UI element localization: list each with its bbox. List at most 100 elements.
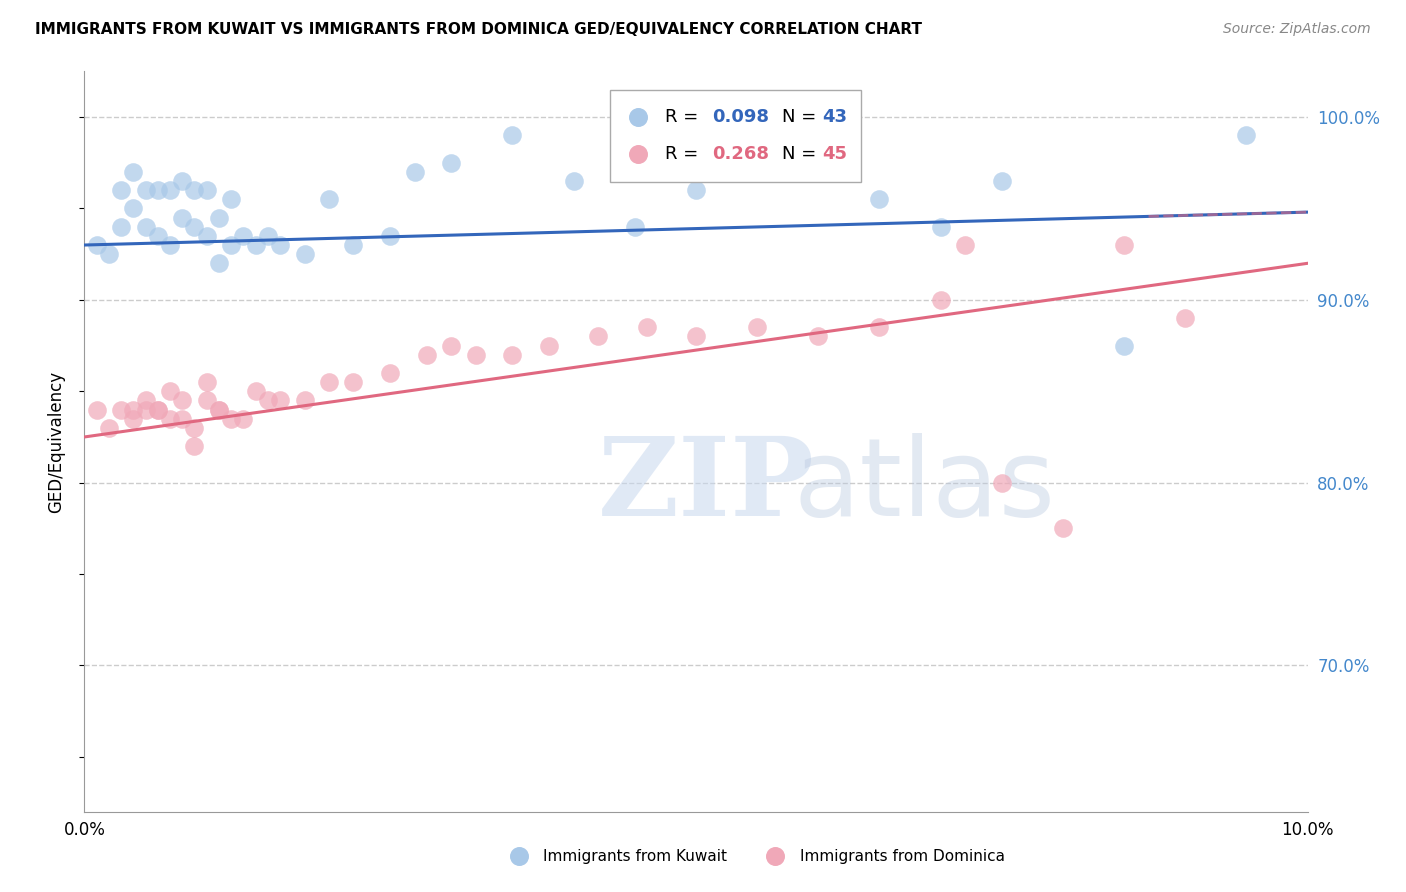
Point [1052,521,1074,535]
Point [146,183,169,197]
Point [159,183,181,197]
Point [624,219,647,234]
Point [219,192,242,206]
Point [685,329,707,343]
Point [953,238,976,252]
Text: N =: N = [782,145,821,163]
Point [342,375,364,389]
Text: IMMIGRANTS FROM KUWAIT VS IMMIGRANTS FROM DOMINICA GED/EQUIVALENCY CORRELATION C: IMMIGRANTS FROM KUWAIT VS IMMIGRANTS FRO… [35,22,922,37]
Point [991,475,1014,490]
Point [245,238,267,252]
Point [404,165,426,179]
Point [146,228,169,243]
Point [86,402,108,417]
Point [97,247,120,261]
FancyBboxPatch shape [610,90,860,183]
Point [232,228,254,243]
Point [219,238,242,252]
Point [269,238,291,252]
Point [318,375,340,389]
Point [257,228,280,243]
Point [135,393,157,408]
Point [208,402,231,417]
Point [122,202,145,216]
Text: 43: 43 [823,108,846,127]
Point [146,402,169,417]
Point [135,402,157,417]
Point [110,219,132,234]
Point [440,338,463,352]
Point [146,402,169,417]
Point [991,174,1014,188]
Point [208,211,231,225]
Text: 0.098: 0.098 [711,108,769,127]
Text: Immigrants from Kuwait: Immigrants from Kuwait [543,848,727,863]
Point [318,192,340,206]
Point [122,165,145,179]
Point [135,183,157,197]
Point [232,411,254,425]
Point [183,183,205,197]
Point [747,155,769,169]
Point [440,155,463,169]
Point [122,402,145,417]
Point [342,238,364,252]
Point [502,128,524,143]
Point [172,411,194,425]
Point [380,366,402,380]
Point [538,338,561,352]
Point [269,393,291,408]
Y-axis label: GED/Equivalency: GED/Equivalency [48,370,66,513]
Text: 45: 45 [823,145,846,163]
Point [110,402,132,417]
Point [219,411,242,425]
Text: R =: R = [665,108,704,127]
Text: ZIP: ZIP [598,433,815,540]
Point [294,393,316,408]
Point [172,211,194,225]
Point [195,375,218,389]
Point [747,320,769,334]
Point [97,421,120,435]
Point [208,402,231,417]
Text: Source: ZipAtlas.com: Source: ZipAtlas.com [1223,22,1371,37]
Point [159,411,181,425]
Point [1114,238,1136,252]
Point [636,320,658,334]
Point [183,439,205,453]
Point [929,219,952,234]
Point [257,393,280,408]
Point [807,329,830,343]
Point [869,192,891,206]
Point [1174,311,1197,326]
Point [1114,338,1136,352]
Point [380,228,402,243]
Point [159,238,181,252]
Point [294,247,316,261]
Point [208,256,231,270]
Point [416,348,439,362]
Point [172,174,194,188]
Text: Immigrants from Dominica: Immigrants from Dominica [800,848,1005,863]
Point [807,128,830,143]
Point [122,411,145,425]
Text: R =: R = [665,145,704,163]
Point [929,293,952,307]
Point [562,174,585,188]
Point [159,384,181,399]
Point [195,228,218,243]
Point [685,183,707,197]
Point [502,348,524,362]
Point [183,219,205,234]
Point [110,183,132,197]
Point [135,219,157,234]
Text: atlas: atlas [794,433,1056,539]
Point [172,393,194,408]
Point [1236,128,1258,143]
Point [245,384,267,399]
Point [586,329,609,343]
Point [183,421,205,435]
Text: 0.268: 0.268 [711,145,769,163]
Text: N =: N = [782,108,821,127]
Point [464,348,486,362]
